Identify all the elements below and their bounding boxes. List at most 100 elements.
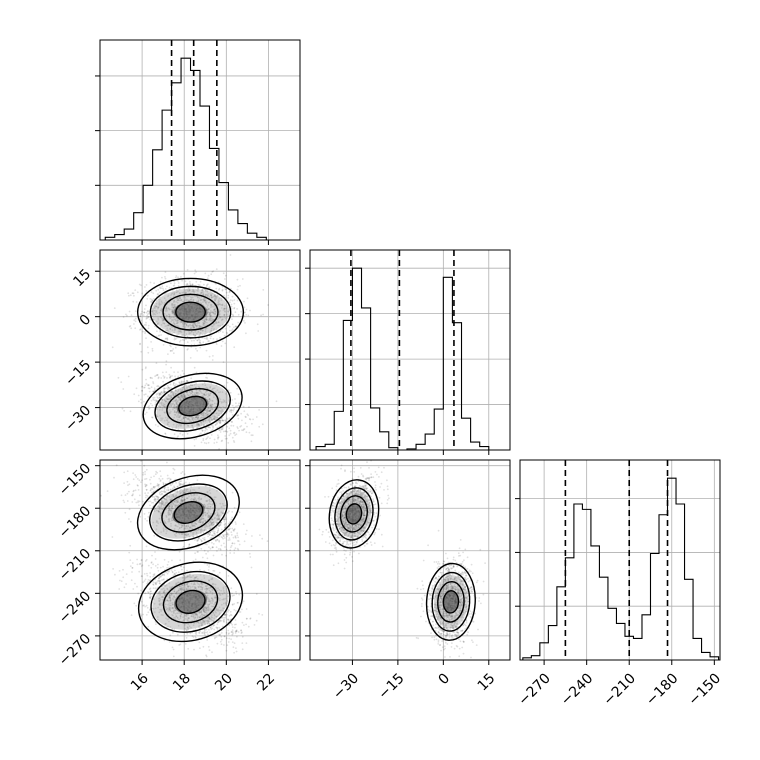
sample-point (228, 528, 231, 531)
sample-point (159, 392, 162, 395)
sample-point (222, 537, 225, 540)
sample-point (182, 325, 185, 328)
sample-point (195, 416, 198, 419)
sample-point (202, 424, 205, 426)
sample-point (199, 521, 202, 524)
sample-point (215, 328, 218, 331)
sample-point (225, 316, 228, 318)
sample-point (144, 332, 147, 335)
sample-point (202, 531, 205, 534)
sample-point (224, 533, 227, 536)
sample-point (150, 291, 153, 294)
sample-point (145, 494, 148, 497)
sample-point (221, 536, 224, 539)
sample-point (179, 297, 182, 300)
sample-point (141, 292, 144, 295)
sample-point (167, 393, 170, 396)
sample-point (224, 327, 227, 330)
sample-point (165, 306, 168, 308)
sample-point (234, 536, 237, 538)
sample-point (185, 490, 188, 492)
sample-point (204, 272, 207, 275)
sample-point (246, 425, 248, 428)
sample-point (233, 346, 236, 349)
sample-point (163, 419, 166, 422)
sample-point (183, 396, 185, 399)
sample-point (228, 434, 231, 437)
sample-point (158, 334, 161, 337)
sample-point (208, 403, 211, 405)
sample-point (178, 416, 181, 418)
sample-point (182, 386, 185, 388)
sample-point (218, 519, 221, 521)
sample-point (178, 382, 181, 384)
sample-point (191, 296, 194, 299)
sample-point (127, 490, 130, 493)
sample-point (192, 417, 194, 419)
sample-point (209, 337, 212, 340)
sample-point (182, 395, 185, 398)
sample-point (161, 419, 163, 421)
sample-point (236, 635, 238, 638)
sample-point (181, 396, 184, 399)
sample-point (193, 327, 196, 329)
sample-point (198, 326, 201, 328)
sample-point (250, 545, 253, 548)
sample-point (224, 435, 227, 437)
contour-level-2 (154, 380, 231, 432)
sample-point (171, 319, 174, 322)
sample-point (151, 377, 154, 380)
sample-point (170, 506, 173, 509)
sample-point (165, 498, 168, 501)
sample-point (186, 295, 188, 298)
sample-point (156, 484, 159, 487)
sample-point (206, 415, 208, 417)
sample-point (171, 332, 174, 335)
sample-point (157, 306, 160, 309)
sample-point (187, 287, 190, 290)
sample-point (230, 420, 233, 423)
sample-point (191, 390, 194, 393)
sample-point (173, 323, 176, 325)
sample-point (169, 344, 171, 347)
sample-point (173, 392, 175, 394)
sample-point (215, 540, 217, 542)
sample-point (156, 415, 159, 418)
sample-point (210, 325, 213, 327)
sample-point (157, 334, 160, 337)
sample-point (237, 393, 240, 396)
sample-point (176, 333, 179, 336)
sample-point (173, 500, 176, 503)
sample-point (184, 394, 187, 397)
sample-point (166, 417, 169, 420)
sample-point (188, 331, 191, 334)
sample-point (145, 477, 148, 480)
sample-point (179, 329, 182, 332)
sample-point (192, 536, 195, 538)
sample-point (208, 409, 211, 412)
sample-point (151, 300, 154, 302)
sample-point (158, 396, 161, 399)
sample-point (204, 301, 207, 304)
sample-point (218, 313, 221, 316)
sample-point (146, 346, 149, 349)
sample-point (154, 313, 157, 316)
sample-point (163, 403, 165, 406)
sample-point (176, 319, 179, 322)
sample-point (228, 539, 231, 541)
sample-point (182, 393, 185, 396)
sample-point (192, 427, 195, 430)
sample-point (194, 324, 197, 327)
sample-point (182, 334, 185, 337)
sample-point (211, 359, 214, 361)
sample-point (161, 409, 164, 411)
sample-point (160, 310, 163, 313)
sample-point (168, 331, 171, 334)
sample-point (197, 283, 200, 286)
sample-point (185, 300, 188, 302)
sample-point (207, 406, 210, 409)
sample-point (125, 583, 127, 585)
sample-point (185, 323, 188, 326)
sample-point (149, 377, 152, 379)
sample-point (181, 499, 184, 502)
